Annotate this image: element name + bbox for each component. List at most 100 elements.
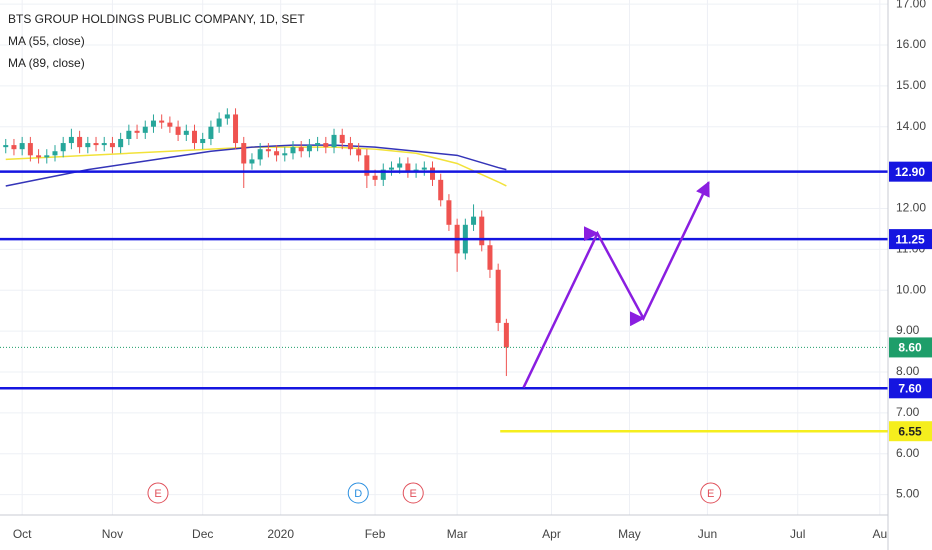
candle-body	[11, 145, 17, 150]
candle-body	[192, 130, 198, 144]
price-label-bg	[889, 378, 932, 399]
candle-body	[306, 145, 312, 152]
price-label: 7.60	[898, 381, 922, 395]
candle-body	[471, 216, 477, 225]
candle-body	[118, 138, 124, 148]
candle-body	[93, 143, 99, 146]
price-label-bg	[889, 337, 932, 358]
y-tick-label: 6.00	[896, 446, 920, 460]
candle-body	[68, 136, 74, 144]
candle-body	[109, 143, 115, 148]
candle-body	[347, 143, 353, 150]
candle-body	[339, 134, 345, 144]
candle-body	[216, 118, 222, 127]
chart-title: BTS GROUP HOLDINGS PUBLIC COMPANY, 1D, S…	[8, 12, 305, 26]
x-tick-label: Jul	[790, 527, 805, 541]
event-label: E	[410, 488, 417, 500]
candle-body	[438, 179, 444, 201]
candle-body	[27, 143, 33, 156]
candle-body	[479, 216, 485, 246]
candle-body	[159, 120, 165, 123]
event-marker	[402, 482, 424, 504]
candle-body	[388, 167, 394, 170]
event-marker	[147, 482, 169, 504]
ma-line	[5, 144, 507, 187]
price-label-bg	[889, 229, 932, 250]
candle-body	[446, 200, 452, 225]
x-tick-label: Au	[872, 527, 887, 541]
x-tick-label: 2020	[267, 527, 294, 541]
event-marker	[347, 482, 369, 504]
price-label: 6.55	[898, 424, 922, 438]
y-tick-label: 16.00	[896, 37, 926, 51]
candle-body	[52, 151, 58, 156]
x-tick-label: Jun	[698, 527, 717, 541]
event-label: E	[707, 488, 714, 500]
candle-body	[430, 167, 436, 180]
x-tick-label: May	[618, 527, 641, 541]
y-tick-label: 12.00	[896, 201, 926, 215]
candle-body	[3, 145, 9, 148]
x-tick-label: Feb	[365, 527, 386, 541]
candle-body	[224, 114, 230, 119]
x-tick-label: Apr	[542, 527, 561, 541]
candle-body	[397, 163, 403, 168]
price-label: 11.25	[895, 232, 925, 246]
y-tick-label: 15.00	[896, 78, 926, 92]
candle-body	[315, 143, 321, 146]
x-tick-label: Nov	[102, 527, 123, 541]
candle-body	[356, 149, 362, 156]
candle-body	[274, 151, 280, 156]
candle-body	[142, 126, 148, 133]
candle-body	[183, 130, 189, 135]
candle-body	[44, 155, 50, 158]
candle-body	[364, 155, 370, 176]
candle-body	[233, 114, 239, 144]
legend-entry: MA (55, close)	[8, 34, 85, 48]
candle-body	[85, 143, 91, 148]
x-tick-label: Dec	[192, 527, 213, 541]
candle-body	[134, 130, 140, 133]
candle-body	[405, 163, 411, 172]
ma-line	[5, 146, 507, 187]
y-tick-label: 17.00	[896, 0, 926, 10]
candle-body	[298, 147, 304, 152]
candle-body	[290, 147, 296, 154]
candle-body	[200, 138, 206, 144]
candle-body	[257, 149, 263, 160]
candle-body	[282, 153, 288, 156]
price-label-bg	[889, 421, 932, 442]
candle-body	[60, 143, 66, 152]
candle-body	[241, 143, 247, 164]
candle-body	[323, 143, 329, 148]
event-label: D	[354, 488, 362, 500]
candle-body	[265, 149, 271, 152]
candle-body	[495, 269, 501, 323]
price-label-bg	[889, 161, 932, 182]
x-tick-label: Oct	[13, 527, 32, 541]
x-tick-label: Mar	[447, 527, 468, 541]
candle-body	[503, 322, 509, 348]
candle-body	[380, 169, 386, 180]
trend-drawing	[522, 180, 710, 389]
legend-entry: MA (89, close)	[8, 56, 85, 70]
y-tick-label: 5.00	[896, 487, 920, 501]
candle-body	[101, 143, 107, 146]
candle-body	[19, 143, 25, 150]
candle-body	[36, 155, 42, 158]
candle-body	[421, 167, 427, 170]
axes: 5.006.007.008.009.0010.0011.0012.0014.00…	[13, 0, 932, 541]
y-tick-label: 10.00	[896, 282, 926, 296]
candle-body	[249, 159, 255, 164]
y-tick-label: 14.00	[896, 119, 926, 133]
event-marker	[700, 482, 722, 504]
candle-body	[167, 122, 173, 127]
price-label: 12.90	[895, 165, 925, 179]
y-tick-label: 7.00	[896, 405, 920, 419]
candle-body	[372, 175, 378, 180]
y-tick-label: 8.00	[896, 364, 920, 378]
event-label: E	[154, 488, 161, 500]
